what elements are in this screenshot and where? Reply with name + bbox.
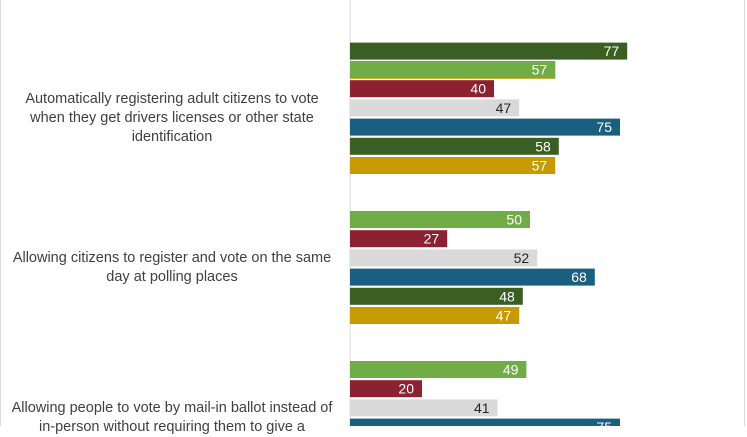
category-label: Automatically registering adult citizens… (25, 90, 319, 145)
bar (350, 157, 556, 174)
data-label: 47 (496, 308, 512, 324)
bar (350, 418, 620, 426)
data-label: 75 (596, 419, 612, 426)
category-label: Allowing people to vote by mail-in ballo… (11, 400, 333, 435)
bar (350, 249, 538, 267)
bar (350, 380, 422, 398)
category-label: Allowing citizens to register and vote o… (12, 250, 332, 285)
data-label: 68 (571, 269, 587, 285)
data-label: 77 (604, 43, 620, 59)
bar (350, 137, 559, 155)
bar (350, 268, 595, 286)
data-label: 58 (535, 138, 551, 154)
bar (350, 99, 520, 117)
bar (350, 307, 520, 324)
bar (350, 42, 628, 60)
bar (350, 61, 556, 78)
bar-chart: 775757404775585750275268484749204175 (349, 0, 628, 426)
bar (350, 361, 527, 378)
bar (350, 118, 620, 136)
bar (350, 287, 523, 305)
data-label: 52 (514, 250, 530, 266)
data-label: 57 (532, 62, 548, 78)
bar (350, 211, 530, 228)
bar (350, 230, 448, 248)
data-label: 57 (532, 158, 548, 174)
data-label: 50 (506, 212, 522, 228)
bar (350, 399, 498, 417)
data-label: 48 (499, 288, 515, 304)
data-label: 75 (596, 119, 612, 135)
bar (350, 80, 494, 98)
data-label: 49 (503, 362, 519, 378)
data-label: 27 (424, 231, 440, 247)
data-label: 20 (398, 381, 414, 397)
data-label: 40 (470, 81, 486, 97)
data-label: 41 (474, 400, 490, 416)
data-label: 47 (496, 100, 512, 116)
